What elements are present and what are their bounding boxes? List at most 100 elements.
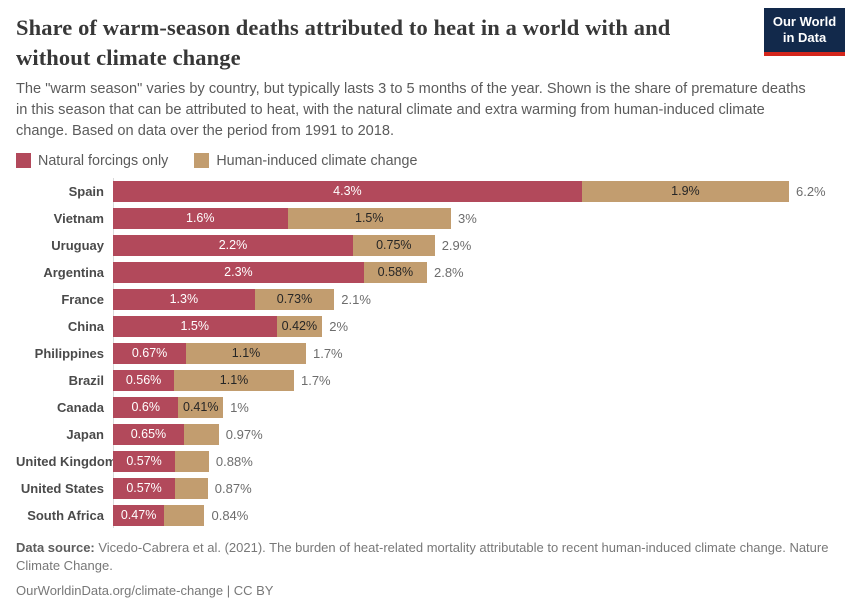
owid-logo-line2: in Data bbox=[782, 30, 827, 46]
bar-value-label: 0.75% bbox=[376, 238, 412, 253]
country-label: United States bbox=[20, 480, 104, 496]
country-label: South Africa bbox=[27, 507, 104, 523]
bar-total-label: 2.8% bbox=[433, 264, 464, 280]
bar-value-label: 1.5% bbox=[355, 211, 384, 226]
legend-swatch-natural-forcings-icon bbox=[16, 153, 31, 169]
bar-value-label: 0.58% bbox=[377, 265, 414, 280]
bar-segment-natural-forcings[interactable]: 0.47% bbox=[113, 504, 165, 526]
chart-row: Spain 4.3% 1.9% 6.2% bbox=[16, 180, 834, 202]
bar-total-label: 1.7% bbox=[312, 345, 343, 361]
chart-row: Uruguay 2.2% 0.75% 2.9% bbox=[16, 234, 834, 256]
bar-segment-natural-forcings[interactable]: 1.5% bbox=[113, 315, 277, 337]
bar-segment-human-induced[interactable]: 0.73% bbox=[254, 288, 335, 310]
bar-track: 0.6% 0.41% bbox=[113, 396, 224, 418]
bar-value-label: 1.3% bbox=[169, 292, 199, 307]
legend-label: Natural forcings only bbox=[38, 152, 169, 169]
country-label: Brazil bbox=[68, 372, 104, 388]
bar-segment-human-induced[interactable]: 0.58% bbox=[363, 261, 427, 283]
chart-row: United Kingdom 0.57% 0.88% bbox=[16, 450, 834, 472]
country-label: Japan bbox=[66, 426, 104, 442]
bar-value-label: 2.2% bbox=[218, 238, 248, 253]
data-source-label: Data source: bbox=[16, 539, 95, 555]
bar-total-label: 6.2% bbox=[795, 183, 826, 199]
bar-segment-human-induced[interactable] bbox=[183, 423, 219, 445]
legend-item-human-induced: Human-induced climate change bbox=[194, 153, 417, 169]
bar-value-label: 1.5% bbox=[180, 319, 210, 334]
bar-track: 1.6% 1.5% bbox=[113, 207, 451, 229]
bar-segment-natural-forcings[interactable]: 0.67% bbox=[113, 342, 187, 364]
chart-title: Share of warm-season deaths attributed t… bbox=[16, 15, 671, 70]
country-label: Canada bbox=[57, 399, 104, 415]
bar-segment-human-induced[interactable]: 1.1% bbox=[186, 342, 306, 364]
bar-total-label: 2.1% bbox=[341, 291, 371, 307]
bar-value-label: 2.3% bbox=[224, 265, 253, 280]
chart-row: Philippines 0.67% 1.1% 1.7% bbox=[16, 342, 834, 364]
bar-value-label: 0.57% bbox=[126, 454, 162, 469]
bar-total-label: 1% bbox=[230, 399, 249, 415]
chart-row: Japan 0.65% 0.97% bbox=[16, 423, 834, 445]
bar-value-label: 0.65% bbox=[130, 427, 167, 442]
bar-segment-human-induced[interactable] bbox=[175, 477, 208, 499]
bar-segment-natural-forcings[interactable]: 2.2% bbox=[113, 234, 353, 256]
chart-row: China 1.5% 0.42% 2% bbox=[16, 315, 834, 337]
bar-track: 1.3% 0.73% bbox=[113, 288, 335, 310]
bar-segment-natural-forcings[interactable]: 4.3% bbox=[113, 180, 582, 202]
bar-value-label: 0.56% bbox=[125, 373, 162, 388]
country-label: Spain bbox=[68, 183, 104, 199]
bar-value-label: 0.57% bbox=[126, 481, 162, 496]
country-label: Uruguay bbox=[51, 237, 104, 253]
bar-track: 4.3% 1.9% bbox=[113, 180, 789, 202]
bar-segment-human-induced[interactable]: 0.41% bbox=[178, 396, 224, 418]
bar-segment-natural-forcings[interactable]: 0.56% bbox=[113, 369, 175, 391]
bar-value-label: 4.3% bbox=[333, 184, 362, 199]
bar-total-label: 0.84% bbox=[211, 507, 249, 523]
bar-track: 2.3% 0.58% bbox=[113, 261, 427, 283]
bar-value-label: 1.9% bbox=[671, 184, 700, 199]
bar-segment-human-induced[interactable] bbox=[164, 504, 205, 526]
bar-segment-human-induced[interactable]: 1.9% bbox=[581, 180, 789, 202]
bar-segment-natural-forcings[interactable]: 0.65% bbox=[113, 423, 184, 445]
chart-row: Canada 0.6% 0.41% 1% bbox=[16, 396, 834, 418]
bar-segment-natural-forcings[interactable]: 1.3% bbox=[113, 288, 255, 310]
bar-value-label: 0.73% bbox=[276, 292, 313, 307]
data-source-note: Data source: Vicedo-Cabrera et al. (2021… bbox=[16, 539, 834, 577]
owid-logo: Our World in Data bbox=[764, 8, 845, 56]
bar-segment-natural-forcings[interactable]: 0.57% bbox=[113, 450, 176, 472]
bar-total-label: 0.88% bbox=[215, 453, 253, 469]
data-source-text: Vicedo-Cabrera et al. (2021). The burden… bbox=[16, 539, 829, 574]
bar-value-label: 0.67% bbox=[131, 346, 168, 361]
bar-chart: Spain 4.3% 1.9% 6.2% Vietnam 1.6% 1.5% 3% Urugua… bbox=[0, 177, 850, 528]
bar-value-label: 1.1% bbox=[231, 346, 261, 361]
country-label: United Kingdom bbox=[16, 453, 117, 469]
bar-track: 0.65% bbox=[113, 423, 219, 445]
bar-rows: Spain 4.3% 1.9% 6.2% Vietnam 1.6% 1.5% 3% Urugua… bbox=[16, 180, 834, 526]
bar-total-label: 2.9% bbox=[441, 237, 472, 253]
bar-segment-human-induced[interactable]: 1.5% bbox=[287, 207, 451, 229]
bar-track: 0.56% 1.1% bbox=[113, 369, 294, 391]
chart-subtitle: The "warm season" varies by country, but… bbox=[16, 81, 806, 139]
bar-segment-natural-forcings[interactable]: 0.6% bbox=[113, 396, 179, 418]
footer: Data source: Vicedo-Cabrera et al. (2021… bbox=[0, 539, 850, 599]
chart-row: South Africa 0.47% 0.84% bbox=[16, 504, 834, 526]
country-label: Argentina bbox=[43, 264, 104, 280]
bar-segment-natural-forcings[interactable]: 1.6% bbox=[113, 207, 288, 229]
legend-item-natural-forcings: Natural forcings only bbox=[16, 153, 168, 169]
chart-row: United States 0.57% 0.87% bbox=[16, 477, 834, 499]
bar-segment-natural-forcings[interactable]: 2.3% bbox=[113, 261, 364, 283]
bar-segment-human-induced[interactable]: 0.42% bbox=[276, 315, 323, 337]
owid-logo-line1: Our World bbox=[772, 14, 837, 29]
country-label: Vietnam bbox=[53, 210, 104, 226]
bar-total-label: 2% bbox=[329, 318, 349, 334]
bar-segment-human-induced[interactable] bbox=[175, 450, 209, 472]
bar-segment-natural-forcings[interactable]: 0.57% bbox=[113, 477, 176, 499]
bar-value-label: 0.47% bbox=[120, 508, 157, 523]
bar-value-label: 0.6% bbox=[131, 400, 160, 415]
bar-total-label: 1.7% bbox=[300, 372, 331, 388]
bar-segment-human-induced[interactable]: 0.75% bbox=[352, 234, 435, 256]
bar-total-label: 0.87% bbox=[214, 480, 252, 496]
header: Share of warm-season deaths attributed t… bbox=[0, 0, 850, 72]
bar-track: 1.5% 0.42% bbox=[113, 315, 323, 337]
chart-row: Brazil 0.56% 1.1% 1.7% bbox=[16, 369, 834, 391]
bar-segment-human-induced[interactable]: 1.1% bbox=[174, 369, 294, 391]
